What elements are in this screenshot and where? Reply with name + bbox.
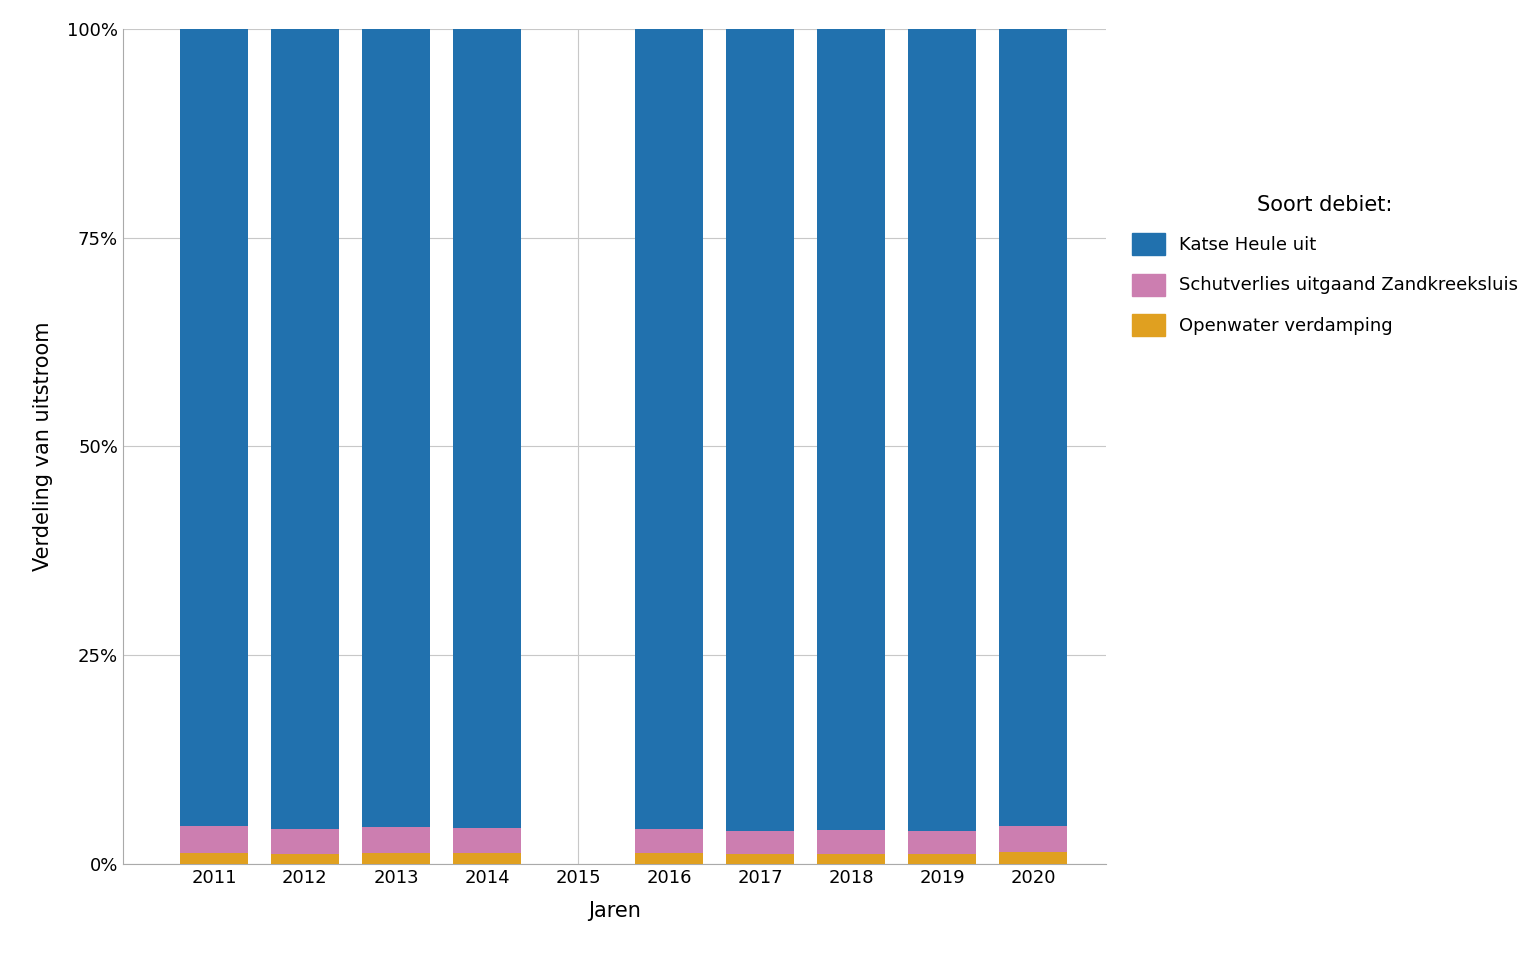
Bar: [634, 29, 703, 828]
Bar: [908, 29, 977, 831]
Bar: [998, 29, 1068, 827]
Bar: [453, 828, 521, 853]
Bar: [817, 854, 885, 864]
Bar: [727, 854, 794, 864]
Bar: [908, 831, 977, 854]
Legend: Katse Heule uit, Schutverlies uitgaand Zandkreeksluis, Openwater verdamping: Katse Heule uit, Schutverlies uitgaand Z…: [1124, 188, 1525, 343]
Bar: [453, 853, 521, 864]
Bar: [180, 827, 247, 853]
Bar: [998, 852, 1068, 864]
Bar: [362, 853, 430, 864]
Y-axis label: Verdeling van uitstroom: Verdeling van uitstroom: [34, 322, 54, 571]
Bar: [270, 29, 339, 828]
Bar: [727, 830, 794, 854]
Bar: [727, 29, 794, 830]
Bar: [453, 29, 521, 828]
Bar: [634, 828, 703, 853]
Bar: [817, 29, 885, 829]
Bar: [362, 29, 430, 828]
Bar: [180, 853, 247, 864]
X-axis label: Jaren: Jaren: [588, 900, 641, 921]
Bar: [362, 828, 430, 853]
Bar: [817, 829, 885, 854]
Bar: [998, 827, 1068, 852]
Bar: [634, 853, 703, 864]
Bar: [180, 29, 247, 827]
Bar: [908, 854, 977, 864]
Bar: [270, 854, 339, 864]
Bar: [270, 828, 339, 854]
